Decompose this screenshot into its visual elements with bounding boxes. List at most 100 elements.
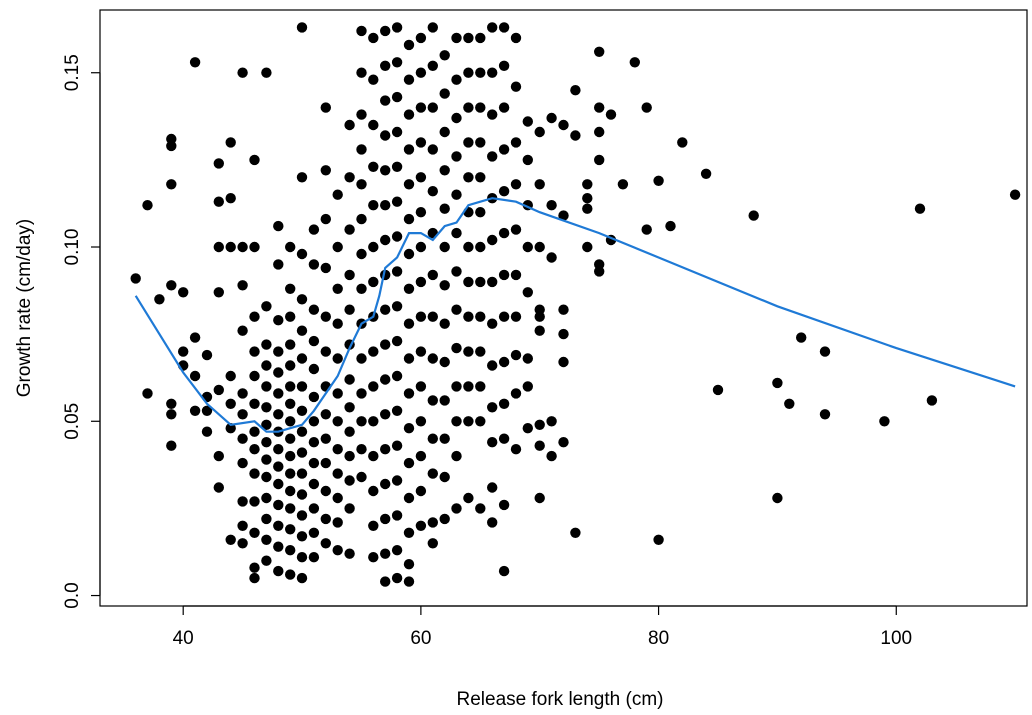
data-point (391, 91, 403, 103)
data-point (261, 492, 272, 504)
data-point (308, 391, 320, 403)
data-point (439, 165, 450, 176)
data-point (296, 572, 308, 584)
data-point (285, 450, 296, 462)
data-point (439, 126, 450, 138)
data-point (273, 220, 284, 232)
data-point (522, 423, 533, 434)
data-point (296, 489, 308, 500)
data-point (380, 60, 391, 71)
data-point (344, 402, 355, 413)
data-point (439, 395, 450, 406)
data-point (653, 534, 664, 545)
data-point (451, 342, 462, 354)
data-point (475, 416, 486, 427)
data-point (427, 144, 438, 155)
data-point (617, 179, 629, 190)
data-point (415, 102, 427, 113)
data-point (201, 349, 213, 361)
data-point (273, 259, 284, 270)
data-point (296, 468, 308, 479)
data-point (344, 503, 355, 514)
data-point (498, 60, 510, 71)
data-point (510, 179, 522, 190)
data-point (344, 426, 355, 437)
data-point (356, 248, 367, 260)
data-point (641, 102, 652, 113)
data-point (225, 241, 236, 253)
data-point (285, 360, 296, 371)
data-point (391, 440, 403, 451)
data-point (308, 224, 320, 235)
data-point (296, 248, 308, 260)
data-point (344, 450, 355, 462)
data-point (368, 346, 379, 357)
y-tick-label: 0.15 (62, 54, 83, 91)
data-point (296, 325, 308, 336)
data-point (308, 527, 320, 538)
data-point (570, 85, 581, 96)
data-point (380, 576, 391, 587)
data-point (498, 186, 510, 197)
data-point (166, 179, 177, 190)
data-point (296, 353, 308, 364)
data-point (261, 471, 272, 483)
data-point (451, 304, 462, 315)
data-point (296, 22, 308, 33)
data-point (237, 409, 248, 420)
data-point (391, 545, 403, 556)
data-point (237, 520, 248, 531)
data-point (368, 161, 379, 172)
data-point (344, 548, 355, 559)
data-point (594, 102, 605, 113)
y-tick-label: 0.0 (62, 582, 83, 608)
data-point (225, 137, 236, 148)
data-point (380, 95, 391, 106)
data-point (558, 304, 569, 315)
data-point (415, 67, 427, 78)
y-axis: 0.0 0.05 0.10 0.15 (62, 54, 101, 609)
data-point (498, 311, 510, 322)
data-point (249, 527, 260, 538)
data-point (261, 555, 272, 566)
data-point (475, 207, 486, 218)
data-point (427, 517, 438, 528)
data-point (498, 356, 510, 368)
data-point (463, 241, 474, 253)
data-point (344, 475, 355, 486)
data-point (332, 492, 343, 504)
data-point (415, 485, 427, 497)
data-point (380, 165, 391, 176)
data-point (142, 200, 153, 211)
data-point (201, 426, 213, 437)
data-point (368, 32, 379, 44)
smoother-line (134, 197, 1016, 433)
data-point (819, 346, 831, 357)
data-point (273, 388, 284, 399)
data-point (356, 353, 367, 364)
data-point (427, 22, 438, 33)
data-point (463, 67, 474, 78)
data-point (213, 287, 224, 298)
data-point (427, 269, 438, 281)
data-point (368, 450, 379, 462)
x-axis-title: Release fork length (cm) (457, 689, 664, 710)
data-point (225, 423, 236, 434)
data-point (403, 353, 415, 364)
data-point (332, 241, 343, 253)
data-point (558, 210, 569, 221)
data-point (344, 224, 355, 235)
data-point (237, 388, 248, 399)
data-point (594, 266, 605, 277)
data-point (237, 67, 248, 78)
data-point (510, 81, 522, 92)
x-tick-label: 100 (880, 628, 912, 649)
data-point (285, 524, 296, 535)
data-point (285, 545, 296, 556)
x-tick-label: 80 (648, 628, 669, 649)
data-point (296, 510, 308, 521)
data-point (391, 231, 403, 242)
data-point (368, 520, 379, 531)
data-point (296, 172, 308, 183)
data-point (332, 283, 343, 294)
